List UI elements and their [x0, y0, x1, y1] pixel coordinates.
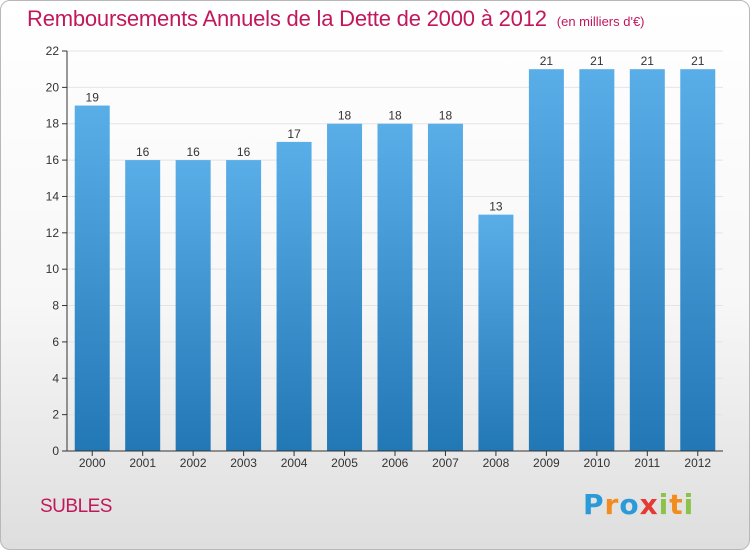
data-label: 18 — [439, 109, 453, 123]
data-label: 16 — [186, 145, 200, 159]
y-tick-label: 14 — [46, 189, 60, 203]
proxiti-logo: Proxiti — [583, 488, 694, 521]
x-tick-label: 2005 — [331, 456, 358, 470]
bar — [276, 141, 312, 451]
data-label: 18 — [388, 109, 402, 123]
data-label: 19 — [86, 91, 100, 105]
labels: 0 2 4 6 8 10 12 14 16 18 20 22 19 2000 16 2001 16 2002 16 2… — [46, 44, 712, 470]
x-tick-label: 2000 — [79, 456, 106, 470]
x-tick-label: 2008 — [483, 456, 510, 470]
x-tick-label: 2003 — [230, 456, 257, 470]
chart-title: Remboursements Annuels de la Dette de 20… — [27, 6, 547, 31]
bar — [680, 69, 716, 451]
y-tick-label: 20 — [46, 80, 60, 94]
bar — [327, 123, 363, 452]
data-label: 13 — [489, 200, 503, 214]
logo-letter: o — [619, 488, 640, 521]
bar — [226, 160, 262, 451]
axes — [62, 50, 723, 456]
data-label: 17 — [287, 127, 301, 141]
bar — [478, 214, 514, 451]
x-tick-label: 2010 — [583, 456, 610, 470]
data-label: 21 — [590, 54, 604, 68]
chart-subtitle: (en milliers d'€) — [556, 14, 645, 29]
x-tick-label: 2007 — [432, 456, 459, 470]
logo-letter: r — [604, 488, 620, 521]
data-label: 16 — [136, 145, 150, 159]
bars — [74, 69, 716, 452]
y-tick-label: 10 — [46, 262, 60, 276]
y-tick-label: 6 — [52, 335, 59, 349]
logo-letter: t — [669, 488, 684, 521]
x-tick-label: 2002 — [180, 456, 207, 470]
x-tick-label: 2006 — [382, 456, 409, 470]
bar — [427, 123, 463, 452]
logo-letter: x — [639, 488, 659, 521]
data-label: 18 — [338, 109, 352, 123]
y-tick-label: 4 — [52, 371, 59, 385]
bar — [579, 69, 615, 451]
bar — [125, 160, 161, 451]
chart-title-block: Remboursements Annuels de la Dette de 20… — [27, 6, 645, 32]
logo-letter: P — [583, 488, 605, 521]
x-tick-label: 2004 — [281, 456, 308, 470]
data-label: 21 — [540, 54, 554, 68]
x-tick-label: 2011 — [634, 456, 660, 470]
y-tick-label: 22 — [46, 44, 60, 58]
bar — [528, 69, 564, 451]
bar — [175, 160, 211, 451]
bar — [377, 123, 413, 452]
data-label: 21 — [641, 54, 655, 68]
x-tick-label: 2012 — [684, 456, 711, 470]
y-tick-label: 8 — [52, 299, 59, 313]
y-tick-label: 18 — [46, 117, 60, 131]
data-label: 16 — [237, 145, 251, 159]
y-tick-label: 0 — [52, 444, 59, 458]
y-tick-label: 12 — [46, 226, 60, 240]
commune-name: SUBLES — [40, 496, 112, 517]
logo-letter: i — [658, 488, 670, 521]
y-tick-label: 2 — [52, 408, 59, 422]
y-tick-label: 16 — [46, 153, 60, 167]
data-label: 21 — [691, 54, 705, 68]
logo-letter: i — [683, 488, 695, 521]
bar — [629, 69, 665, 451]
bar — [74, 105, 110, 451]
x-tick-label: 2009 — [533, 456, 560, 470]
x-tick-label: 2001 — [129, 456, 156, 470]
